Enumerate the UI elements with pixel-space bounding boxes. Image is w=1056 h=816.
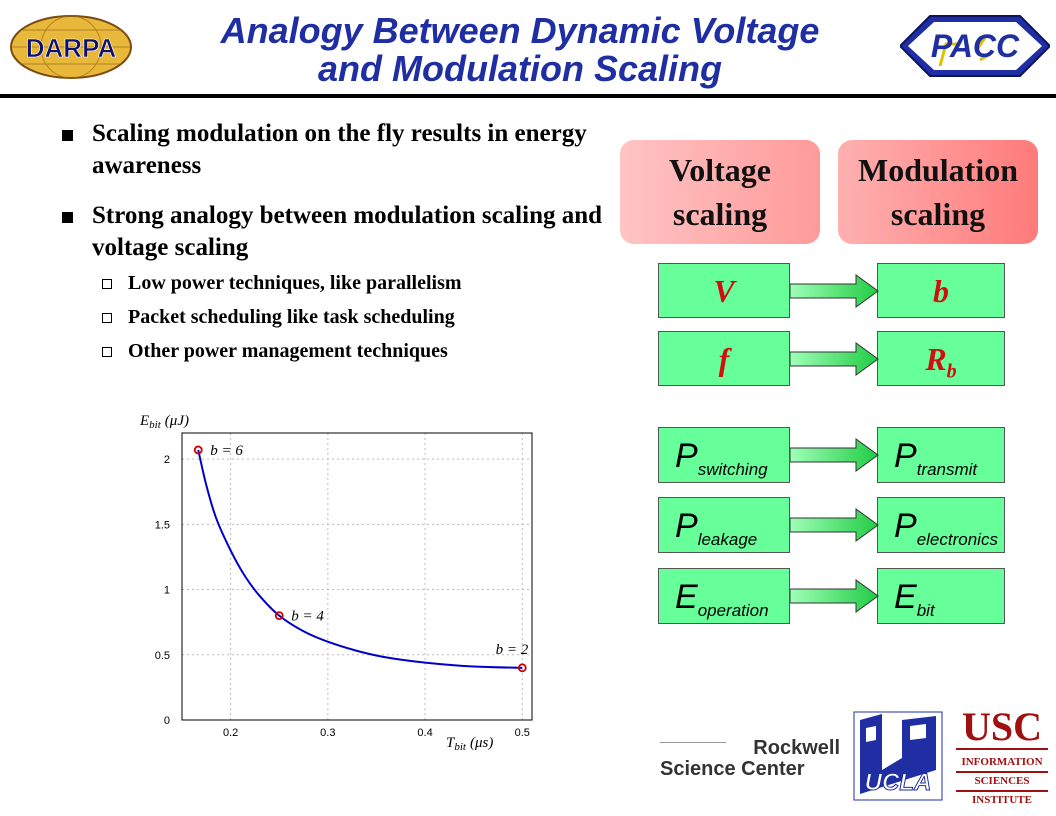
analogy-arrow-icon [790,273,879,308]
x-axis-label: Tbit (μs) [446,735,493,753]
analogy-arrow-icon [790,438,879,472]
x-tick-label: 0.2 [223,727,238,739]
bullet-item: Strong analogy between modulation scalin… [62,200,622,264]
sub-bullet-text: Other power management techniques [128,340,448,362]
title-divider [0,94,1056,98]
symbol: P [675,437,698,475]
symbol: f [718,341,730,377]
voltage-header-line-2: scaling [672,196,768,232]
symbol-subscript: operation [697,600,769,620]
diagram-box-left: f [658,331,790,386]
x-tick-label: 0.3 [320,727,335,739]
diagram-box-right: Pelectronics [877,497,1005,553]
y-tick-label: 0.5 [155,650,170,662]
voltage-scaling-header: Voltage scaling [620,140,820,244]
chart-plot-frame [181,432,533,721]
darpa-logo-text: DARPA [26,33,117,63]
diagram-box-right: Ptransmit [877,427,1005,483]
diagram-box-right: b [877,263,1005,318]
analogy-arrow-icon [790,341,879,376]
analogy-arrow-icon [790,579,879,613]
symbol: b [933,273,949,309]
hollow-square-bullet-icon [102,347,112,357]
square-bullet-icon [62,130,73,141]
ucla-logo-text: UCLA [865,769,932,796]
data-point-label: b = 4 [291,609,324,625]
isi-logo-line-3: INSTITUTE [972,794,1032,806]
symbol: E [675,578,698,616]
diagram-box-left: Pswitching [658,427,790,483]
darpa-logo: DARPA [10,15,132,79]
modulation-header-line-2: scaling [890,196,986,232]
voltage-header-line-1: Voltage [669,152,771,188]
diagram-box-left: Eoperation [658,568,790,624]
y-tick-label: 0 [164,715,170,727]
chart-points: b = 6 b = 4 b = 2 [193,443,529,673]
sub-bullet-item: Low power techniques, like parallelism [62,266,622,300]
data-point-marker [517,663,527,673]
diagram-box-left: V [658,263,790,318]
rockwell-logo: Rockwell Science Center [660,738,840,782]
sub-bullet-text: Low power techniques, like parallelism [128,272,462,294]
y-tick-label: 2 [164,454,170,466]
hollow-square-bullet-icon [102,313,112,323]
energy-vs-time-chart: 0.2 0.3 0.4 0.5 0 0.5 1 1.5 2 b = 6 b = 4 b = 2 Eb… [139,413,533,753]
isi-logo-line-1: INFORMATION [956,754,1048,773]
symbol-subscript: electronics [916,529,998,549]
isi-logo-line-2: SCIENCES [956,773,1048,792]
rockwell-logo-line-1: Rockwell [753,737,840,759]
square-bullet-icon [62,212,73,223]
symbol-subscript: b [946,360,957,383]
y-tick-label: 1 [164,585,170,597]
rockwell-logo-line-2: Science Center [660,758,805,780]
title-line-2: and Modulation Scaling [318,48,722,89]
sub-bullet-text: Packet scheduling like task scheduling [128,306,455,328]
symbol-subscript: transmit [916,459,978,479]
data-point-marker [274,611,284,621]
modulation-scaling-header: Modulation scaling [838,140,1038,244]
title-line-1: Analogy Between Dynamic Voltage [220,10,820,51]
bullet-text: Scaling modulation on the fly results in… [92,120,587,179]
sub-bullet-item: Packet scheduling like task scheduling [62,300,622,334]
modulation-header-line-1: Modulation [857,152,1019,188]
x-tick-label: 0.4 [417,727,432,739]
chart-grid [182,433,532,721]
symbol-subscript: leakage [697,529,758,549]
symbol-subscript: switching [697,459,768,479]
sub-bullet-item: Other power management techniques [62,334,622,368]
data-point-marker [193,445,203,455]
y-axis-label: Ebit (μJ) [139,413,189,431]
symbol: R [925,341,947,377]
symbol: P [675,507,698,545]
analogy-arrow-icon [790,508,879,542]
bullet-text: Strong analogy between modulation scalin… [92,202,603,261]
diagram-box-right: Rb [877,331,1005,386]
data-point-label: b = 6 [210,443,243,459]
usc-logo-text: USC [956,706,1048,750]
page-title: Analogy Between Dynamic Voltage and Modu… [150,12,890,88]
y-tick-label: 1.5 [155,519,170,531]
diagram-box-right: Ebit [877,568,1005,624]
chart-ticks: 0.2 0.3 0.4 0.5 0 0.5 1 1.5 2 [155,454,530,739]
pacc-logo-text: PACC [931,28,1020,64]
bullet-item: Scaling modulation on the fly results in… [62,118,622,182]
diagram-box-left: Pleakage [658,497,790,553]
data-point-label: b = 2 [496,642,529,658]
usc-isi-logo: USC INFORMATION SCIENCES INSTITUTE [956,706,1048,806]
symbol: E [894,578,917,616]
ucla-logo: UCLA [853,711,943,801]
symbol: P [894,507,917,545]
symbol: V [713,273,735,309]
energy-curve [197,449,523,669]
x-tick-label: 0.5 [515,727,530,739]
bullet-list: Scaling modulation on the fly results in… [62,118,622,368]
symbol-subscript: bit [916,600,935,620]
hollow-square-bullet-icon [102,279,112,289]
pacc-logo: PACC [900,15,1050,77]
symbol: P [894,437,917,475]
